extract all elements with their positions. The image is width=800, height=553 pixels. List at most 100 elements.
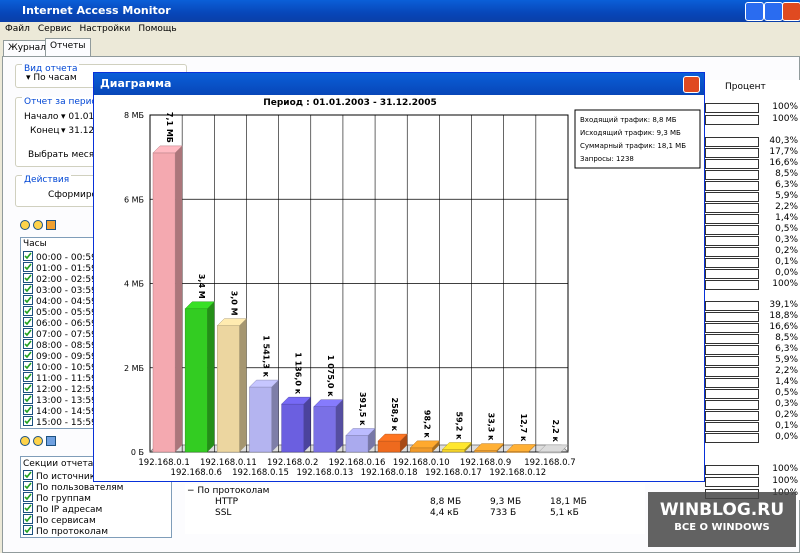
checkbox[interactable] bbox=[23, 525, 33, 535]
list-row[interactable]: По группам bbox=[23, 492, 91, 504]
list-row[interactable]: 02:00 - 02:59 bbox=[23, 273, 96, 285]
checkbox[interactable] bbox=[23, 284, 33, 294]
list-row[interactable]: 15:00 - 15:59 bbox=[23, 416, 96, 428]
dialog-close[interactable] bbox=[683, 76, 700, 93]
window-titlebar: Internet Access Monitor bbox=[0, 0, 800, 22]
checkbox[interactable] bbox=[23, 383, 33, 393]
list-row[interactable]: 03:00 - 03:59 bbox=[23, 284, 96, 296]
checkbox[interactable] bbox=[23, 416, 33, 426]
list-row[interactable]: 04:00 - 04:59 bbox=[23, 295, 96, 307]
checkbox[interactable] bbox=[23, 262, 33, 272]
column-header[interactable]: Процент bbox=[725, 82, 766, 92]
x-tick-label: 192.168.0.17 bbox=[425, 468, 482, 478]
bar-side bbox=[368, 428, 376, 452]
percent-text: 5,9% bbox=[775, 355, 798, 365]
menu-item[interactable]: Файл bbox=[5, 24, 30, 34]
list-row[interactable]: По источникам bbox=[23, 470, 108, 482]
check bbox=[24, 482, 32, 490]
percent-bar bbox=[705, 148, 759, 158]
bar-side bbox=[175, 145, 183, 452]
x-tick-label: 192.168.0.2 bbox=[267, 458, 318, 468]
list-row[interactable]: По пользователям bbox=[23, 481, 123, 493]
tab-active[interactable]: Отчеты bbox=[45, 38, 91, 56]
tool-icon[interactable] bbox=[33, 220, 43, 230]
percent-cell: 0,2% bbox=[705, 246, 798, 257]
list-row[interactable]: 12:00 - 12:59 bbox=[23, 383, 96, 395]
list-row[interactable]: 08:00 - 08:59 bbox=[23, 339, 96, 351]
checkbox[interactable] bbox=[23, 492, 33, 502]
list-row[interactable]: 09:00 - 09:59 bbox=[23, 350, 97, 362]
check bbox=[24, 351, 32, 359]
value-label: 7,1 МБ bbox=[165, 112, 174, 143]
check bbox=[24, 296, 32, 304]
tool-icon[interactable] bbox=[33, 436, 43, 446]
bar bbox=[217, 325, 240, 453]
percent-text: 1,4% bbox=[775, 377, 798, 387]
row-label: 06:00 - 06:59 bbox=[36, 319, 97, 329]
list-row[interactable]: 13:00 - 13:59 bbox=[23, 394, 96, 406]
checkbox[interactable] bbox=[23, 306, 33, 316]
list-row[interactable]: 10:00 - 10:59 bbox=[23, 361, 96, 373]
tool-icon[interactable] bbox=[46, 220, 56, 230]
list-row[interactable]: 01:00 - 01:59 bbox=[23, 262, 97, 274]
checkbox[interactable] bbox=[23, 317, 33, 327]
percent-bar bbox=[705, 345, 759, 355]
row-label: По источникам bbox=[36, 472, 108, 482]
check bbox=[24, 263, 32, 271]
tool-icon[interactable] bbox=[20, 436, 30, 446]
row-label: 01:00 - 01:59 bbox=[36, 264, 97, 274]
checkbox[interactable] bbox=[23, 339, 33, 349]
percent-text: 0,1% bbox=[775, 257, 798, 267]
value-label: 59,2 к bbox=[454, 412, 463, 441]
percent-text: 0,3% bbox=[775, 235, 798, 245]
percent-text: 16,6% bbox=[769, 322, 798, 332]
percent-text: 2,2% bbox=[775, 202, 798, 212]
date-field[interactable]: ▾ 31.12 bbox=[61, 126, 95, 136]
group-row: − По протоколам bbox=[187, 486, 270, 496]
bar-side bbox=[464, 442, 472, 452]
checkbox[interactable] bbox=[23, 372, 33, 382]
date-field[interactable]: ▾ 01.01 bbox=[61, 112, 95, 122]
checkbox[interactable] bbox=[23, 361, 33, 371]
check bbox=[24, 417, 32, 425]
menu-item[interactable]: Сервис bbox=[37, 24, 72, 34]
list-heading: Часы bbox=[23, 239, 47, 249]
menu-item[interactable]: Помощь bbox=[138, 24, 177, 34]
dropdown[interactable]: ▾ По часам bbox=[26, 73, 77, 83]
list-row[interactable]: 14:00 - 14:59 bbox=[23, 405, 96, 417]
checkbox[interactable] bbox=[23, 328, 33, 338]
list-row[interactable]: 00:00 - 00:59 bbox=[23, 251, 96, 263]
percent-bar bbox=[705, 115, 759, 125]
checkbox[interactable] bbox=[23, 273, 33, 283]
list-row[interactable]: 07:00 - 07:59 bbox=[23, 328, 96, 340]
checkbox[interactable] bbox=[23, 503, 33, 513]
checkbox[interactable] bbox=[23, 470, 33, 480]
checkbox[interactable] bbox=[23, 350, 33, 360]
percent-text: 0,5% bbox=[775, 224, 798, 234]
list-row[interactable]: По сервисам bbox=[23, 514, 96, 526]
percent-column: Процент 100% 100% 40,3% 17,7% 16,6% 8,5% 6,3% 5… bbox=[705, 80, 800, 500]
checkbox[interactable] bbox=[23, 394, 33, 404]
tool-icon[interactable] bbox=[20, 220, 30, 230]
list-row[interactable]: 05:00 - 05:59 bbox=[23, 306, 96, 318]
checkbox[interactable] bbox=[23, 251, 33, 261]
list-row[interactable]: 06:00 - 06:59 bbox=[23, 317, 97, 329]
checkbox[interactable] bbox=[23, 514, 33, 524]
list-row[interactable]: По IP адресам bbox=[23, 503, 102, 515]
list-heading: Секции отчета bbox=[23, 459, 94, 469]
bar-side bbox=[561, 444, 568, 452]
check bbox=[24, 395, 32, 403]
generate-button[interactable]: Сформиров bbox=[48, 190, 103, 200]
list-row[interactable]: 11:00 - 11:59 bbox=[23, 372, 96, 384]
menu-item[interactable]: Настройки bbox=[79, 24, 131, 34]
minimize-button[interactable] bbox=[745, 2, 764, 21]
row-label: 09:00 - 09:59 bbox=[36, 352, 97, 362]
checkbox[interactable] bbox=[23, 405, 33, 415]
watermark-title: WINBLOG.RU bbox=[659, 500, 785, 520]
tool-icon[interactable] bbox=[46, 436, 56, 446]
close-button[interactable] bbox=[782, 2, 800, 21]
checkbox[interactable] bbox=[23, 295, 33, 305]
checkbox[interactable] bbox=[23, 481, 33, 491]
month-button[interactable]: Выбрать месяц bbox=[28, 150, 101, 160]
list-row[interactable]: По протоколам bbox=[23, 525, 108, 537]
